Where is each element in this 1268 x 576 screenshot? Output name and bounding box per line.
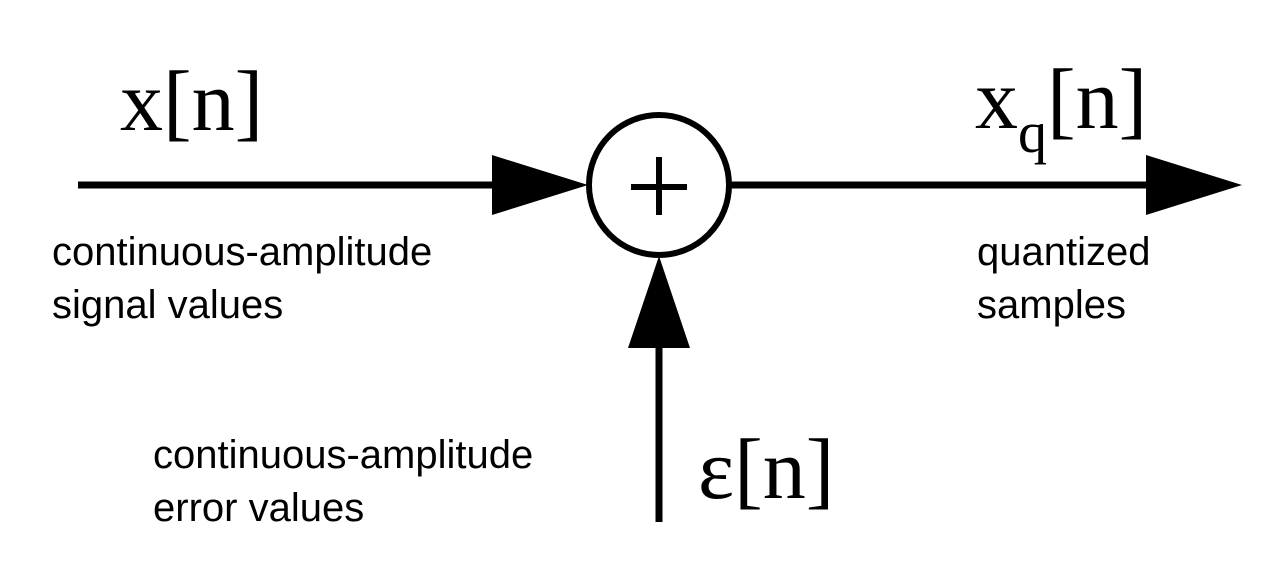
- output-signal-subscript: q: [1018, 100, 1047, 165]
- error-description-line-2: error values: [153, 486, 364, 530]
- error-description-line-1: continuous-amplitude: [153, 433, 533, 477]
- output-arrowhead: [1146, 155, 1242, 215]
- error-arrow: [628, 256, 690, 522]
- error-signal-label: ε[n]: [698, 421, 834, 517]
- error-signal-base: ε: [698, 421, 734, 517]
- error-description: continuous-amplitude error values: [153, 433, 544, 530]
- output-description-line-1: quantized: [977, 230, 1150, 274]
- output-arrow: [729, 155, 1242, 215]
- input-signal-index: [n]: [163, 53, 263, 149]
- input-description-line-1: continuous-amplitude: [52, 230, 432, 274]
- output-description-line-2: samples: [977, 283, 1126, 327]
- input-description: continuous-amplitude signal values: [52, 230, 443, 327]
- summing-junction: [586, 112, 732, 258]
- output-signal-index: [n]: [1047, 51, 1147, 147]
- input-signal-base: x: [120, 53, 163, 149]
- input-signal-label: x[n]: [120, 53, 263, 149]
- input-arrowhead: [492, 155, 588, 215]
- error-arrowhead: [628, 256, 690, 348]
- output-signal-label: xq[n]: [975, 51, 1147, 165]
- error-signal-index: [n]: [734, 421, 834, 517]
- output-description: quantized samples: [977, 230, 1162, 327]
- input-arrow: [78, 155, 588, 215]
- input-description-line-2: signal values: [52, 283, 283, 327]
- output-signal-base: x: [975, 51, 1018, 147]
